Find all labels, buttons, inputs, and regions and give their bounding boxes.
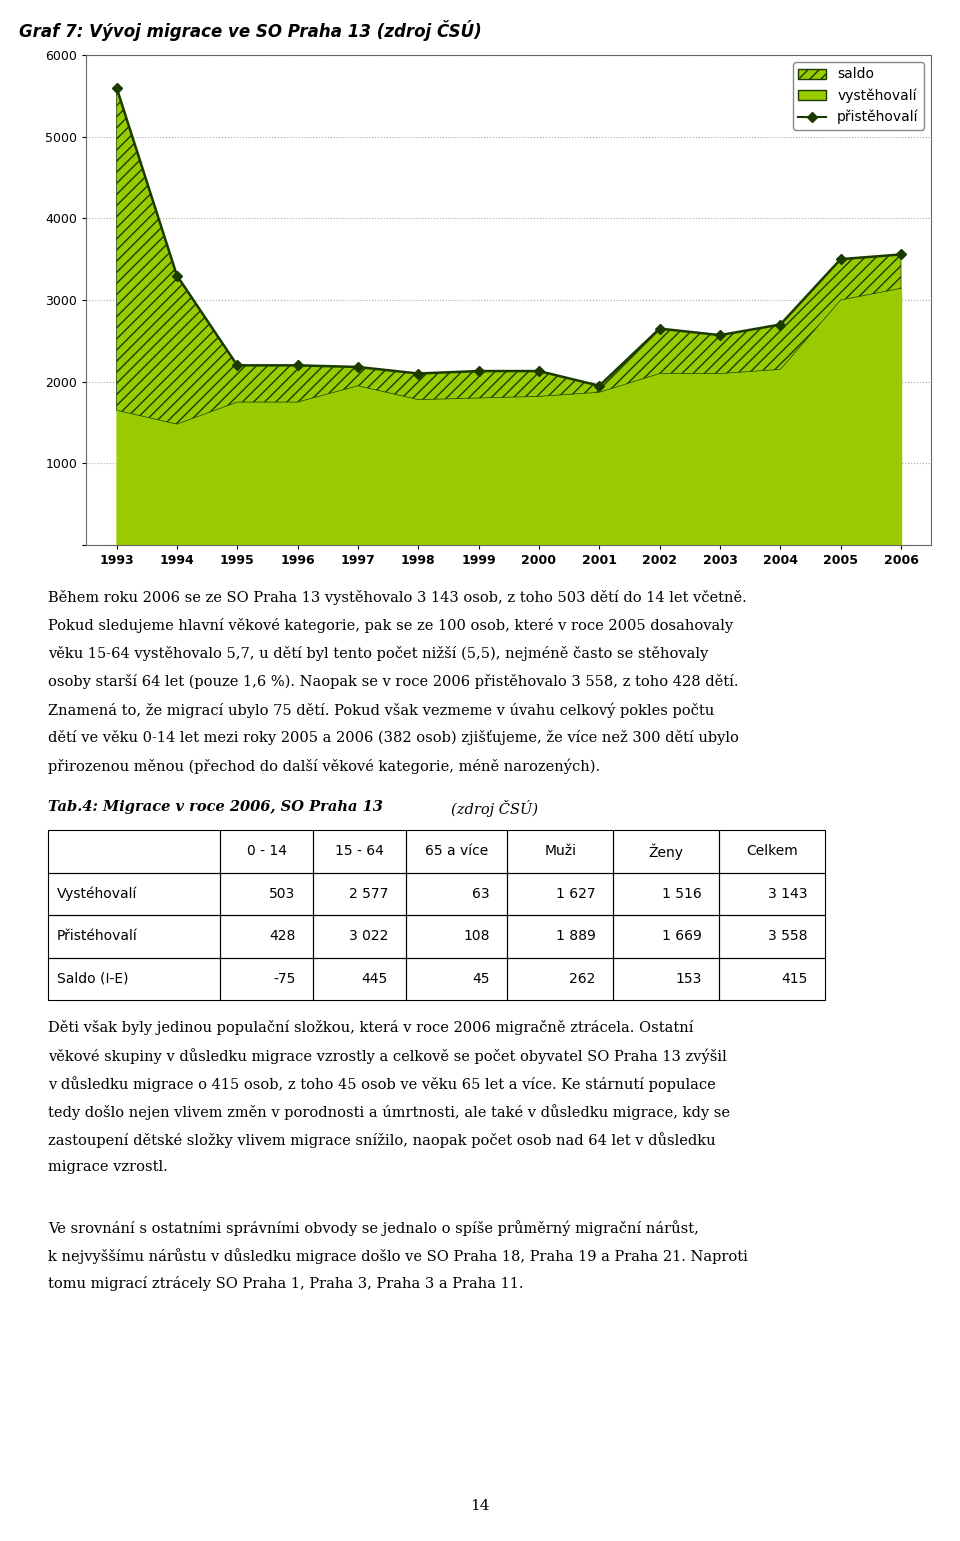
- Text: 445: 445: [362, 972, 388, 986]
- Text: 15 - 64: 15 - 64: [335, 844, 384, 858]
- Text: věku 15-64 vystěhovalo 5,7, u dětí byl tento počet nižší (5,5), nejméně často se: věku 15-64 vystěhovalo 5,7, u dětí byl t…: [48, 646, 708, 661]
- Text: (zdroj ČSÚ): (zdroj ČSÚ): [451, 800, 539, 817]
- Text: 2 577: 2 577: [348, 886, 388, 901]
- Text: Celkem: Celkem: [746, 844, 798, 858]
- Text: 1 627: 1 627: [556, 886, 595, 901]
- Bar: [313, 957, 406, 1000]
- Bar: [613, 831, 719, 872]
- Text: Děti však byly jedinou populační složkou, která v roce 2006 migračně ztrácela. O: Děti však byly jedinou populační složkou…: [48, 1020, 693, 1036]
- Text: zastoupení dětské složky vlivem migrace snížilo, naopak počet osob nad 64 let v : zastoupení dětské složky vlivem migrace …: [48, 1133, 715, 1148]
- Text: Vystéhovalí: Vystéhovalí: [57, 886, 137, 901]
- Text: 14: 14: [470, 1499, 490, 1513]
- Bar: [719, 915, 826, 957]
- Text: tomu migrací ztrácely SO Praha 1, Praha 3, Praha 3 a Praha 11.: tomu migrací ztrácely SO Praha 1, Praha …: [48, 1276, 523, 1291]
- Text: k nejvyššímu nárůstu v důsledku migrace došlo ve SO Praha 18, Praha 19 a Praha 2: k nejvyššímu nárůstu v důsledku migrace …: [48, 1248, 748, 1264]
- Text: Ve srovnání s ostatními správními obvody se jednalo o spíše průměrný migrační ná: Ve srovnání s ostatními správními obvody…: [48, 1220, 699, 1236]
- Legend: saldo, vystěhovalí, přistěhovalí: saldo, vystěhovalí, přistěhovalí: [793, 62, 924, 129]
- Text: Graf 7: Vývoj migrace ve SO Praha 13 (zdroj ČSÚ): Graf 7: Vývoj migrace ve SO Praha 13 (zd…: [19, 20, 482, 42]
- Text: 3 143: 3 143: [768, 886, 807, 901]
- Bar: [220, 872, 313, 915]
- Bar: [507, 957, 613, 1000]
- Text: Ženy: Ženy: [649, 843, 684, 860]
- Text: Saldo (I-E): Saldo (I-E): [57, 972, 129, 986]
- Text: 0 - 14: 0 - 14: [247, 844, 287, 858]
- Text: 3 558: 3 558: [768, 929, 807, 943]
- Text: 63: 63: [472, 886, 490, 901]
- Text: 428: 428: [269, 929, 296, 943]
- Bar: [719, 831, 826, 872]
- Bar: [48, 872, 220, 915]
- Text: 1 516: 1 516: [661, 886, 702, 901]
- Text: 108: 108: [463, 929, 490, 943]
- Text: 503: 503: [269, 886, 296, 901]
- Text: 415: 415: [781, 972, 807, 986]
- Bar: [313, 872, 406, 915]
- Text: 45: 45: [472, 972, 490, 986]
- Text: Tab.4: Migrace v roce 2006, SO Praha 13: Tab.4: Migrace v roce 2006, SO Praha 13: [48, 800, 388, 814]
- Bar: [220, 831, 313, 872]
- Bar: [719, 957, 826, 1000]
- Bar: [719, 872, 826, 915]
- Text: 262: 262: [569, 972, 595, 986]
- Text: Pokud sledujeme hlavní věkové kategorie, pak se ze 100 osob, které v roce 2005 d: Pokud sledujeme hlavní věkové kategorie,…: [48, 618, 733, 633]
- Bar: [406, 915, 507, 957]
- Bar: [406, 831, 507, 872]
- Bar: [220, 915, 313, 957]
- Text: 153: 153: [675, 972, 702, 986]
- Bar: [48, 831, 220, 872]
- Text: tedy došlo nejen vlivem změn v porodnosti a úmrtnosti, ale také v důsledku migra: tedy došlo nejen vlivem změn v porodnost…: [48, 1103, 730, 1120]
- Bar: [313, 831, 406, 872]
- Text: věkové skupiny v důsledku migrace vzrostly a celkově se počet obyvatel SO Praha : věkové skupiny v důsledku migrace vzrost…: [48, 1048, 727, 1063]
- Bar: [613, 915, 719, 957]
- Bar: [406, 957, 507, 1000]
- Bar: [613, 872, 719, 915]
- Bar: [220, 957, 313, 1000]
- Bar: [507, 872, 613, 915]
- Text: migrace vzrostl.: migrace vzrostl.: [48, 1160, 168, 1174]
- Text: přirozenou měnou (přechod do další věkové kategorie, méně narozených).: přirozenou měnou (přechod do další věkov…: [48, 758, 600, 774]
- Text: 65 a více: 65 a více: [425, 844, 488, 858]
- Text: 3 022: 3 022: [348, 929, 388, 943]
- Bar: [406, 872, 507, 915]
- Bar: [48, 957, 220, 1000]
- Text: dětí ve věku 0-14 let mezi roky 2005 a 2006 (382 osob) zjišťujeme, že více než 3: dětí ve věku 0-14 let mezi roky 2005 a 2…: [48, 730, 739, 744]
- Text: v důsledku migrace o 415 osob, z toho 45 osob ve věku 65 let a více. Ke stárnutí: v důsledku migrace o 415 osob, z toho 45…: [48, 1076, 716, 1093]
- Bar: [507, 915, 613, 957]
- Text: Během roku 2006 se ze SO Praha 13 vystěhovalo 3 143 osob, z toho 503 dětí do 14 : Během roku 2006 se ze SO Praha 13 vystěh…: [48, 590, 747, 606]
- Bar: [313, 915, 406, 957]
- Bar: [613, 957, 719, 1000]
- Text: -75: -75: [273, 972, 296, 986]
- Text: Muži: Muži: [544, 844, 576, 858]
- Text: osoby starší 64 let (pouze 1,6 %). Naopak se v roce 2006 přistěhovalo 3 558, z t: osoby starší 64 let (pouze 1,6 %). Naopa…: [48, 673, 738, 689]
- Text: Znamená to, že migrací ubylo 75 dětí. Pokud však vezmeme v úvahu celkový pokles : Znamená to, že migrací ubylo 75 dětí. Po…: [48, 703, 714, 718]
- Bar: [507, 831, 613, 872]
- Text: Přistéhovalí: Přistéhovalí: [57, 929, 137, 943]
- Text: 1 669: 1 669: [661, 929, 702, 943]
- Text: 1 889: 1 889: [556, 929, 595, 943]
- Bar: [48, 915, 220, 957]
